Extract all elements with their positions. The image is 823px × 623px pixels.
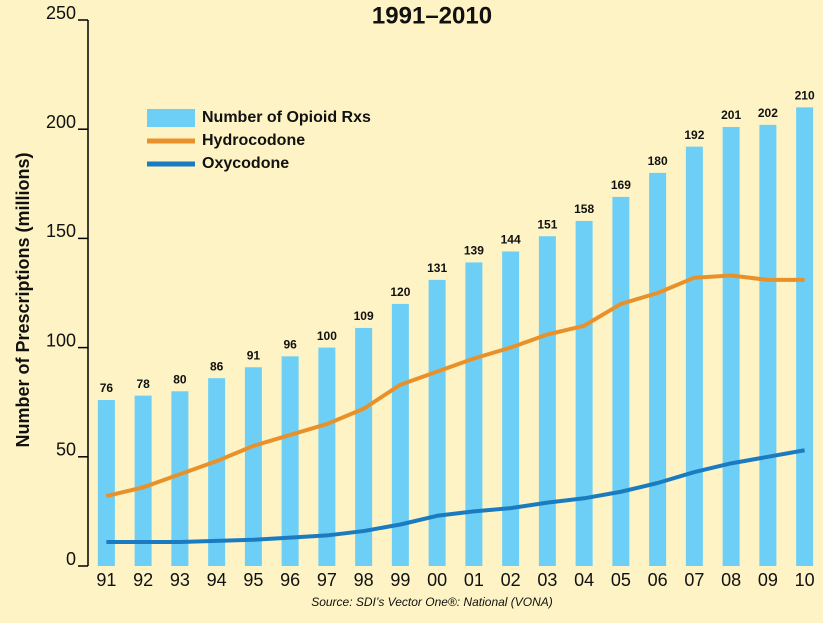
data-label: 169 xyxy=(611,178,631,192)
data-label: 131 xyxy=(427,261,447,275)
data-label: 100 xyxy=(317,329,337,343)
bar xyxy=(759,124,777,566)
bar xyxy=(649,172,667,566)
y-tick-label: 0 xyxy=(66,549,76,569)
line xyxy=(105,273,805,499)
legend-swatch xyxy=(147,109,195,127)
x-tick-label: 01 xyxy=(464,570,484,590)
x-tick-label: 05 xyxy=(611,570,631,590)
bar xyxy=(685,146,703,566)
x-tick-label: 04 xyxy=(574,570,594,590)
bar xyxy=(281,356,299,566)
bar xyxy=(502,251,520,566)
y-tick-label: 250 xyxy=(46,3,76,23)
bar xyxy=(612,196,630,567)
legend-label: Oxycodone xyxy=(202,155,289,172)
data-label: 96 xyxy=(283,338,297,352)
bar xyxy=(575,220,593,567)
data-label: 151 xyxy=(537,217,557,231)
y-axis-label: Number of Prescriptions (millions) xyxy=(13,152,33,447)
data-label: 80 xyxy=(173,372,187,386)
x-tick-label: 93 xyxy=(170,570,190,590)
x-tick-label: 98 xyxy=(354,570,374,590)
data-label: 144 xyxy=(501,233,521,247)
data-label: 158 xyxy=(574,202,594,216)
x-tick-label: 99 xyxy=(390,570,410,590)
x-tick-label: 97 xyxy=(317,570,337,590)
bar xyxy=(134,395,152,566)
x-tick-label: 00 xyxy=(427,570,447,590)
x-tick-label: 09 xyxy=(758,570,778,590)
y-tick-label: 100 xyxy=(46,330,76,350)
x-tick-label: 07 xyxy=(684,570,704,590)
bar xyxy=(171,391,189,566)
x-tick-label: 96 xyxy=(280,570,300,590)
data-label: 180 xyxy=(648,154,668,168)
x-tick-label: 03 xyxy=(537,570,557,590)
y-tick-label: 50 xyxy=(56,440,76,460)
bar xyxy=(538,236,556,566)
x-tick-label: 91 xyxy=(96,570,116,590)
bar xyxy=(97,400,115,566)
legend-label: Hydrocodone xyxy=(202,132,305,149)
data-label: 202 xyxy=(758,106,778,120)
x-tick-label: 10 xyxy=(795,570,815,590)
x-tick-label: 02 xyxy=(501,570,521,590)
bar xyxy=(796,107,814,567)
data-label: 192 xyxy=(684,128,704,142)
data-label: 86 xyxy=(210,359,224,373)
bar xyxy=(465,262,483,566)
source-note: Source: SDI’s Vector One®: National (VON… xyxy=(311,595,553,609)
data-label: 120 xyxy=(390,285,410,299)
y-tick-label: 200 xyxy=(46,112,76,132)
bar xyxy=(208,378,226,566)
data-label: 210 xyxy=(795,89,815,103)
x-tick-label: 95 xyxy=(243,570,263,590)
data-label: 201 xyxy=(721,108,741,122)
legend-label: Number of Opioid Rxs xyxy=(202,109,371,126)
bar xyxy=(722,127,740,567)
bar xyxy=(355,327,373,566)
y-tick-label: 150 xyxy=(46,221,76,241)
data-label: 109 xyxy=(354,309,374,323)
bar xyxy=(244,367,262,566)
bar xyxy=(318,347,336,566)
data-label: 76 xyxy=(100,381,114,395)
data-label: 78 xyxy=(136,377,150,391)
x-tick-label: 08 xyxy=(721,570,741,590)
x-tick-label: 92 xyxy=(133,570,153,590)
x-tick-label: 94 xyxy=(207,570,227,590)
data-label: 139 xyxy=(464,244,484,258)
line xyxy=(106,448,805,544)
x-tick-label: 06 xyxy=(648,570,668,590)
chart-title: 1991–2010 xyxy=(372,2,492,29)
data-label: 91 xyxy=(247,348,261,362)
bar xyxy=(428,279,446,566)
bar xyxy=(391,303,409,566)
